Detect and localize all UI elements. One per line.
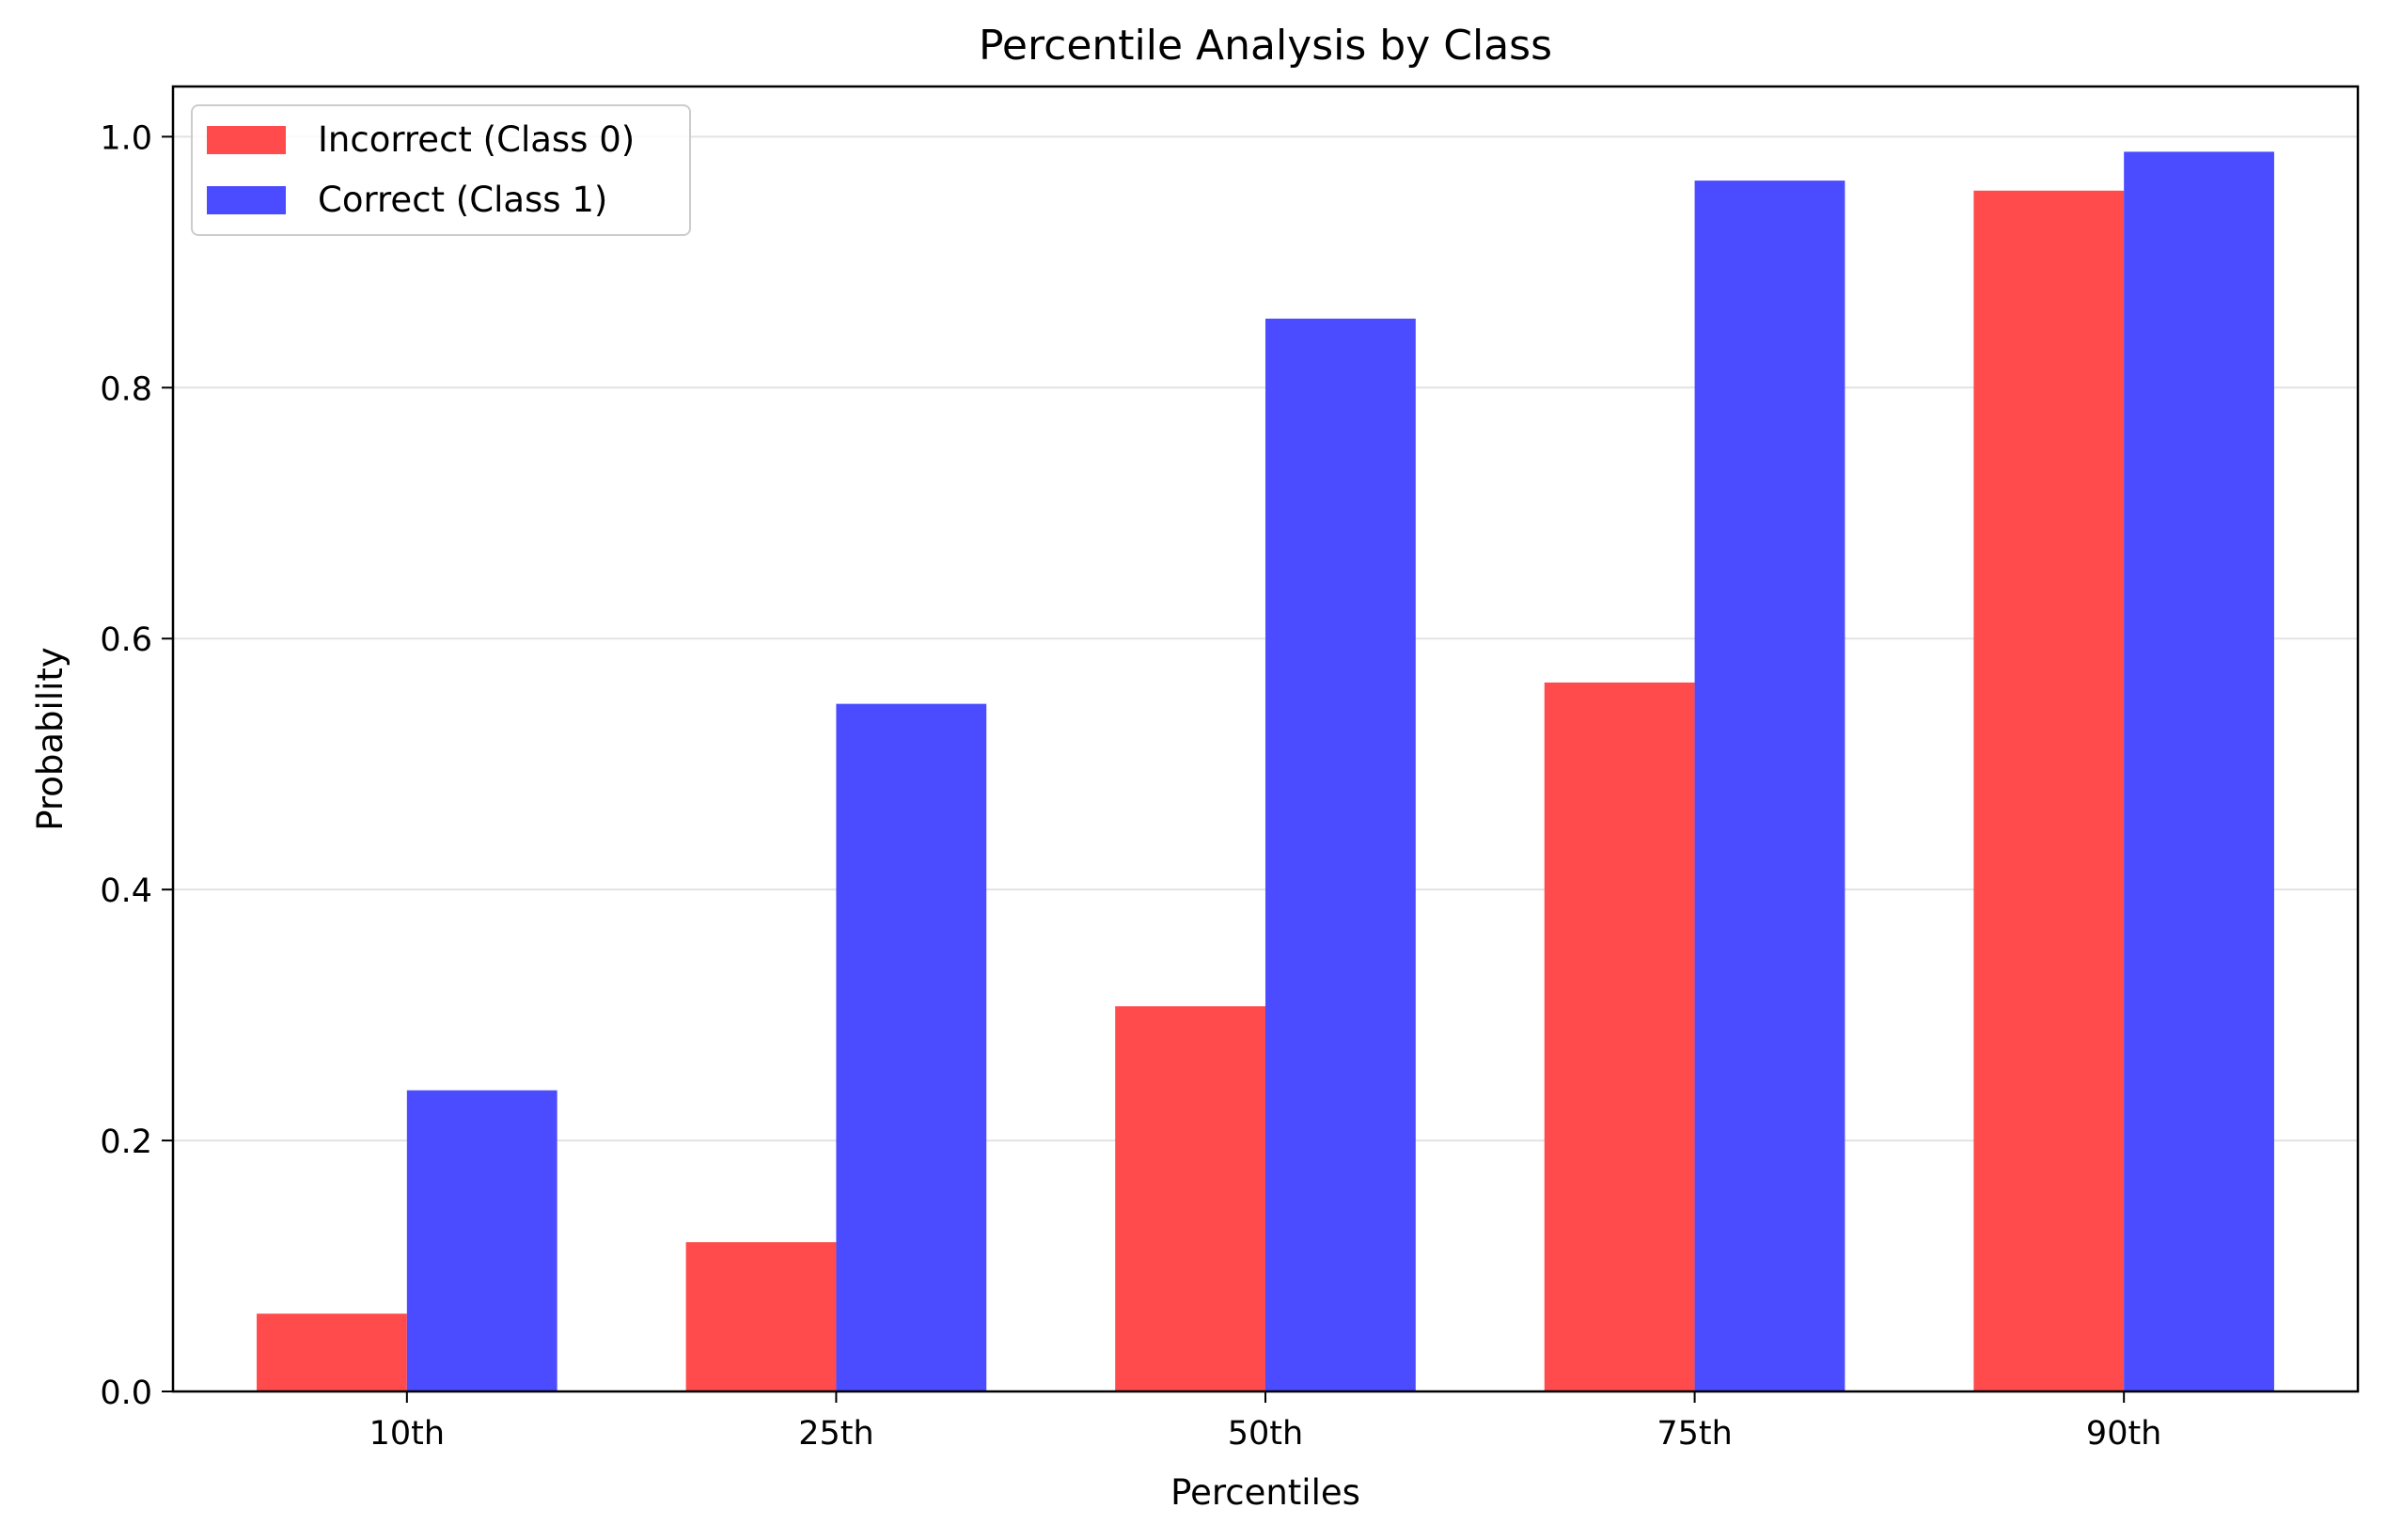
legend: Incorrect (Class 0) Correct (Class 1) (191, 104, 691, 236)
x-tick-label: 75th (1657, 1415, 1732, 1453)
legend-label-incorrect: Incorrect (Class 0) (318, 119, 635, 160)
y-axis-label: Probability (30, 647, 71, 831)
y-tick-label: 0.8 (100, 370, 152, 408)
y-tick-label: 0.4 (100, 872, 152, 910)
x-axis-label: Percentiles (1170, 1472, 1360, 1513)
legend-label-correct: Correct (Class 1) (318, 180, 607, 220)
legend-box (191, 104, 691, 236)
bars (257, 151, 2274, 1392)
plot-area: 0.0 0.2 0.4 0.6 0.8 1.0 10th 25th 50th 75th 90th (100, 85, 2360, 1453)
y-tick-label: 0.6 (100, 621, 152, 659)
y-axis-ticks: 0.0 0.2 0.4 0.6 0.8 1.0 (100, 119, 173, 1412)
x-axis-ticks: 10th 25th 50th 75th 90th (369, 1391, 2161, 1453)
bar-incorrect-75th (1544, 682, 1695, 1391)
bar-incorrect-10th (257, 1313, 407, 1391)
y-tick-label: 0.2 (100, 1124, 152, 1161)
bar-correct-10th (406, 1090, 557, 1391)
y-tick-label: 0.0 (100, 1375, 152, 1412)
x-tick-label: 25th (798, 1415, 873, 1453)
bar-incorrect-50th (1115, 1006, 1265, 1391)
x-tick-label: 90th (2086, 1415, 2161, 1453)
y-tick-label: 1.0 (100, 119, 152, 157)
bar-incorrect-25th (685, 1242, 837, 1391)
chart-title: Percentile Analysis by Class (979, 22, 1552, 70)
bar-correct-25th (836, 703, 987, 1391)
bar-correct-75th (1694, 181, 1845, 1391)
x-tick-label: 50th (1228, 1415, 1303, 1453)
bar-correct-50th (1265, 318, 1416, 1392)
legend-swatch-correct (207, 186, 286, 214)
bar-correct-90th (2124, 151, 2274, 1391)
x-tick-label: 10th (369, 1415, 445, 1453)
legend-swatch-incorrect (207, 126, 286, 154)
bar-incorrect-90th (1973, 190, 2125, 1391)
